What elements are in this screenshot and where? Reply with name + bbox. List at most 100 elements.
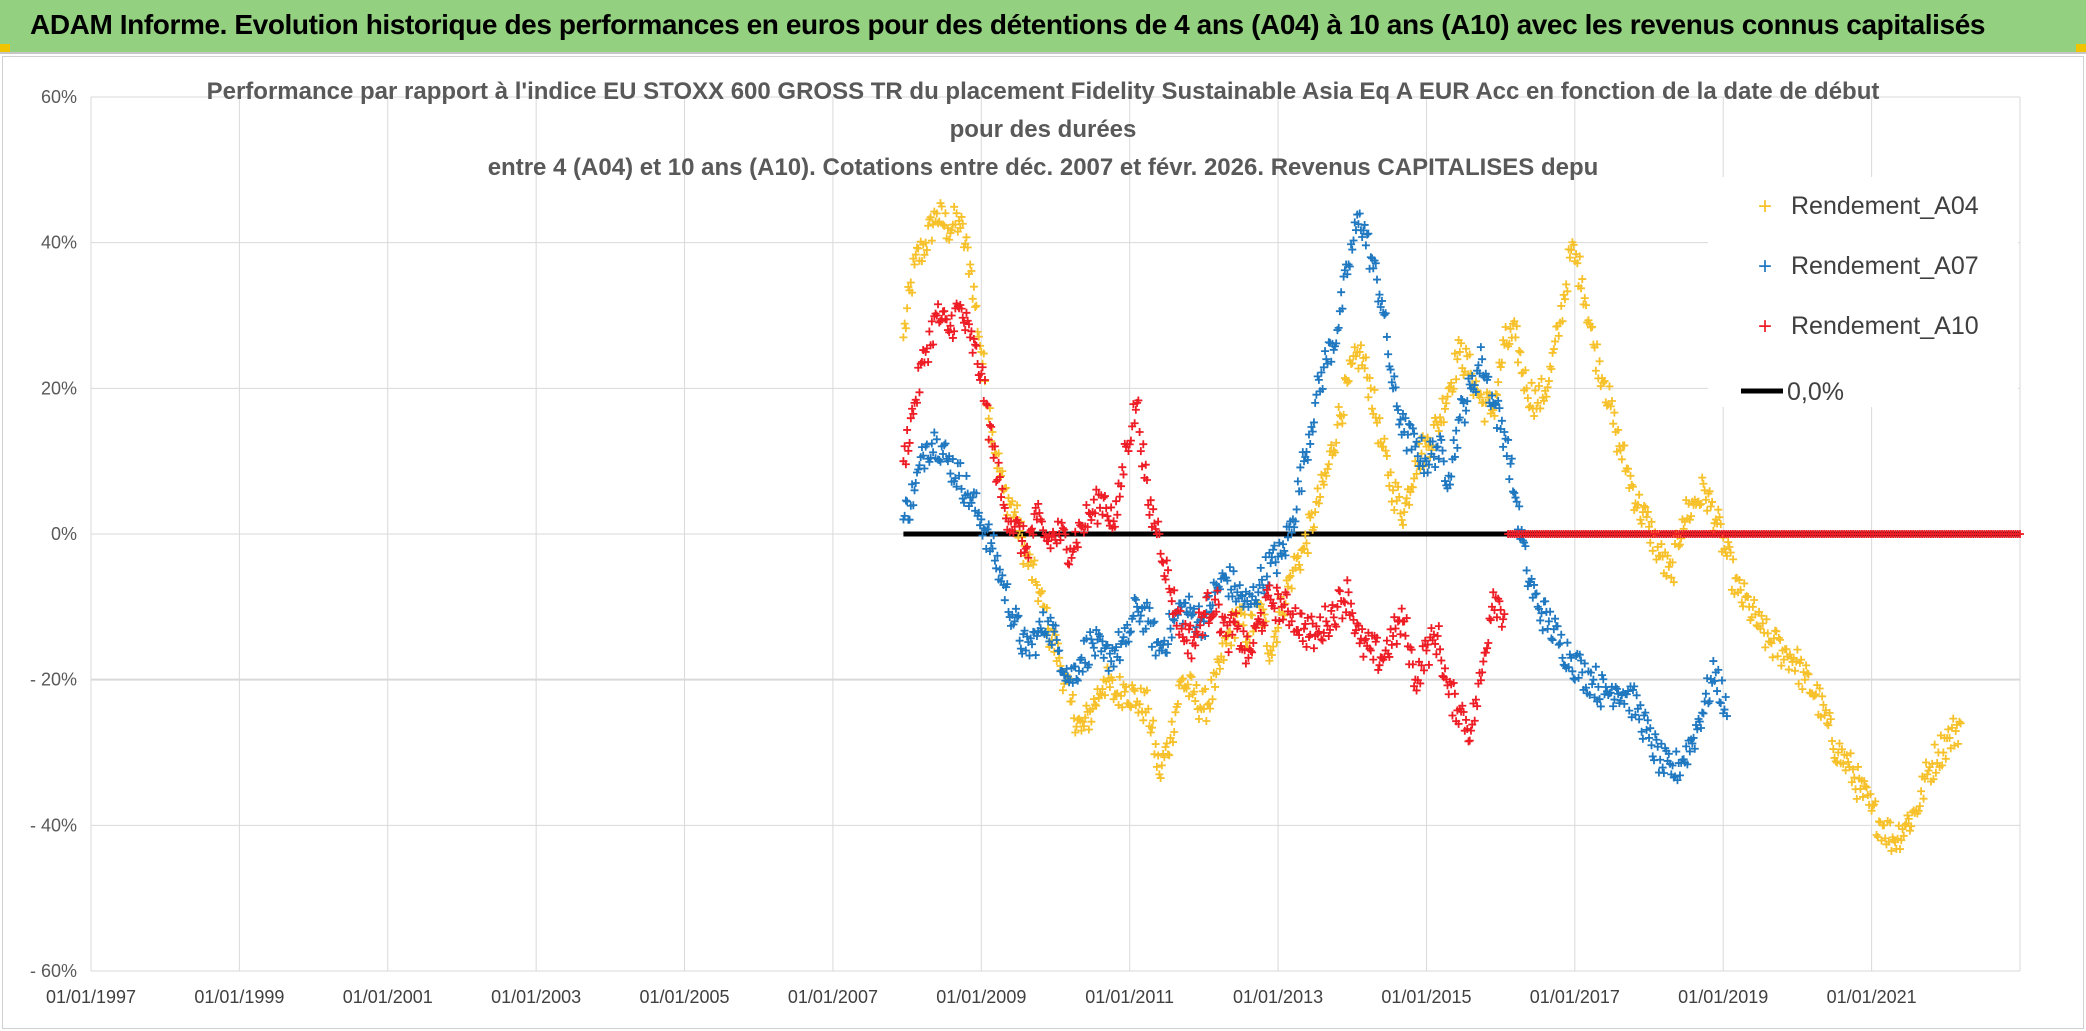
series-a04-point — [1784, 665, 1793, 674]
series-a04-point — [1645, 522, 1654, 531]
series-a10-point — [1470, 716, 1479, 725]
series-a04-point — [1905, 826, 1914, 835]
series-a07-point — [1631, 710, 1640, 719]
series-a07-point — [1032, 631, 1041, 640]
series-a07-point — [1358, 232, 1367, 241]
series-a04-point — [1715, 513, 1724, 522]
series-a07-point — [1145, 603, 1154, 612]
series-a07-point — [1317, 368, 1326, 377]
series-a04-point — [1351, 352, 1360, 361]
series-a04-point — [1581, 301, 1590, 310]
series-a04-point — [1189, 687, 1198, 696]
series-a04-point — [1626, 471, 1635, 480]
series-a04-point — [1612, 447, 1621, 456]
series-a04-point — [1071, 728, 1080, 737]
series-a04-point — [1175, 681, 1184, 690]
series-a04-point — [1930, 740, 1939, 749]
series-a10-point — [1255, 617, 1264, 626]
series-a04-point — [1386, 468, 1395, 477]
series-a07-point — [900, 511, 909, 520]
series-a07-point — [1334, 323, 1343, 332]
series-a04-point — [1637, 519, 1646, 528]
series-a10-point — [958, 313, 967, 322]
series-a07-point — [1271, 558, 1280, 567]
series-a10-point — [969, 334, 978, 343]
series-a10-point — [904, 446, 913, 455]
series-a04-point — [1893, 834, 1902, 843]
series-a10-point — [1176, 607, 1185, 616]
series-a04-point — [1915, 802, 1924, 811]
series-a04-point — [1096, 689, 1105, 698]
series-a04-point — [1593, 340, 1602, 349]
series-a10-point — [1340, 598, 1349, 607]
series-a04-point — [958, 219, 967, 228]
series-a04-point — [910, 260, 919, 269]
series-a07-point — [1143, 598, 1151, 607]
series-a10-point — [1000, 503, 1009, 512]
series-a07-point — [1016, 644, 1025, 653]
series-a10-point — [1361, 634, 1370, 643]
series-a10-point — [945, 328, 954, 337]
series-a10-point — [1280, 600, 1289, 609]
series-rendement_a10 — [899, 299, 1509, 746]
series-a04-point — [1522, 384, 1531, 393]
header-banner: ADAM Informe. Evolution historique des p… — [0, 0, 2086, 54]
series-a10-point — [973, 359, 982, 368]
series-a10-point — [1082, 501, 1091, 510]
series-a04-point — [1130, 686, 1139, 695]
series-a04-point — [1490, 411, 1499, 420]
series-a10-point — [1499, 615, 1508, 624]
series-a07-point — [1091, 651, 1100, 660]
series-a04-point — [932, 209, 941, 218]
series-a07-point — [1147, 642, 1156, 651]
series-a04-point — [1322, 471, 1331, 480]
series-a04-point — [950, 202, 959, 211]
series-a04-point — [1826, 715, 1835, 724]
series-a07-point — [1717, 676, 1726, 685]
series-a04-point — [1931, 768, 1940, 777]
legend-label-zero: 0,0% — [1787, 378, 1844, 406]
series-a07-point — [930, 428, 939, 437]
series-a10-point — [1204, 619, 1213, 628]
series-a07-point — [1306, 439, 1315, 448]
series-a07-point — [1013, 613, 1022, 622]
series-a04-point — [966, 260, 975, 269]
series-a04-point — [1314, 499, 1323, 508]
series-a04-point — [1950, 741, 1959, 750]
series-a10-point — [1270, 604, 1279, 613]
series-a07-point — [943, 457, 952, 466]
series-a04-point — [1029, 560, 1038, 569]
series-a10-point — [1347, 599, 1356, 608]
series-a04-point — [1847, 778, 1856, 787]
series-a04-point — [1222, 639, 1231, 648]
series-a10-point — [1141, 460, 1150, 469]
series-a04-point — [1480, 417, 1489, 426]
series-rendement_a07 — [899, 209, 1731, 785]
series-a07-point — [1057, 667, 1066, 676]
series-a07-point — [1124, 637, 1133, 646]
series-a10-point — [1228, 630, 1237, 639]
series-a04-point — [1527, 378, 1536, 387]
series-a04-point — [1818, 692, 1827, 701]
series-a07-point — [1000, 596, 1009, 605]
series-a04-point — [909, 254, 918, 263]
series-a07-point — [1011, 604, 1020, 613]
series-a10-point — [1212, 607, 1221, 616]
series-a07-point — [1567, 653, 1576, 662]
series-a04-point — [1364, 393, 1373, 402]
series-a07-point — [1251, 595, 1260, 604]
series-a07-point — [1047, 640, 1056, 649]
series-a10-point — [1329, 613, 1338, 622]
series-a07-point — [1468, 371, 1477, 380]
series-a10-point — [1157, 557, 1166, 566]
series-a04-point — [1265, 656, 1274, 665]
series-a10-point — [1309, 644, 1318, 653]
series-a04-point — [1537, 374, 1546, 383]
series-a04-point — [1100, 691, 1109, 700]
series-a07-point — [1166, 624, 1175, 633]
series-a07-point — [1554, 640, 1563, 649]
series-a04-point — [1767, 639, 1776, 648]
series-a04-point — [1418, 432, 1427, 441]
series-a10-point — [1333, 602, 1342, 611]
series-a04-point — [1339, 410, 1348, 419]
